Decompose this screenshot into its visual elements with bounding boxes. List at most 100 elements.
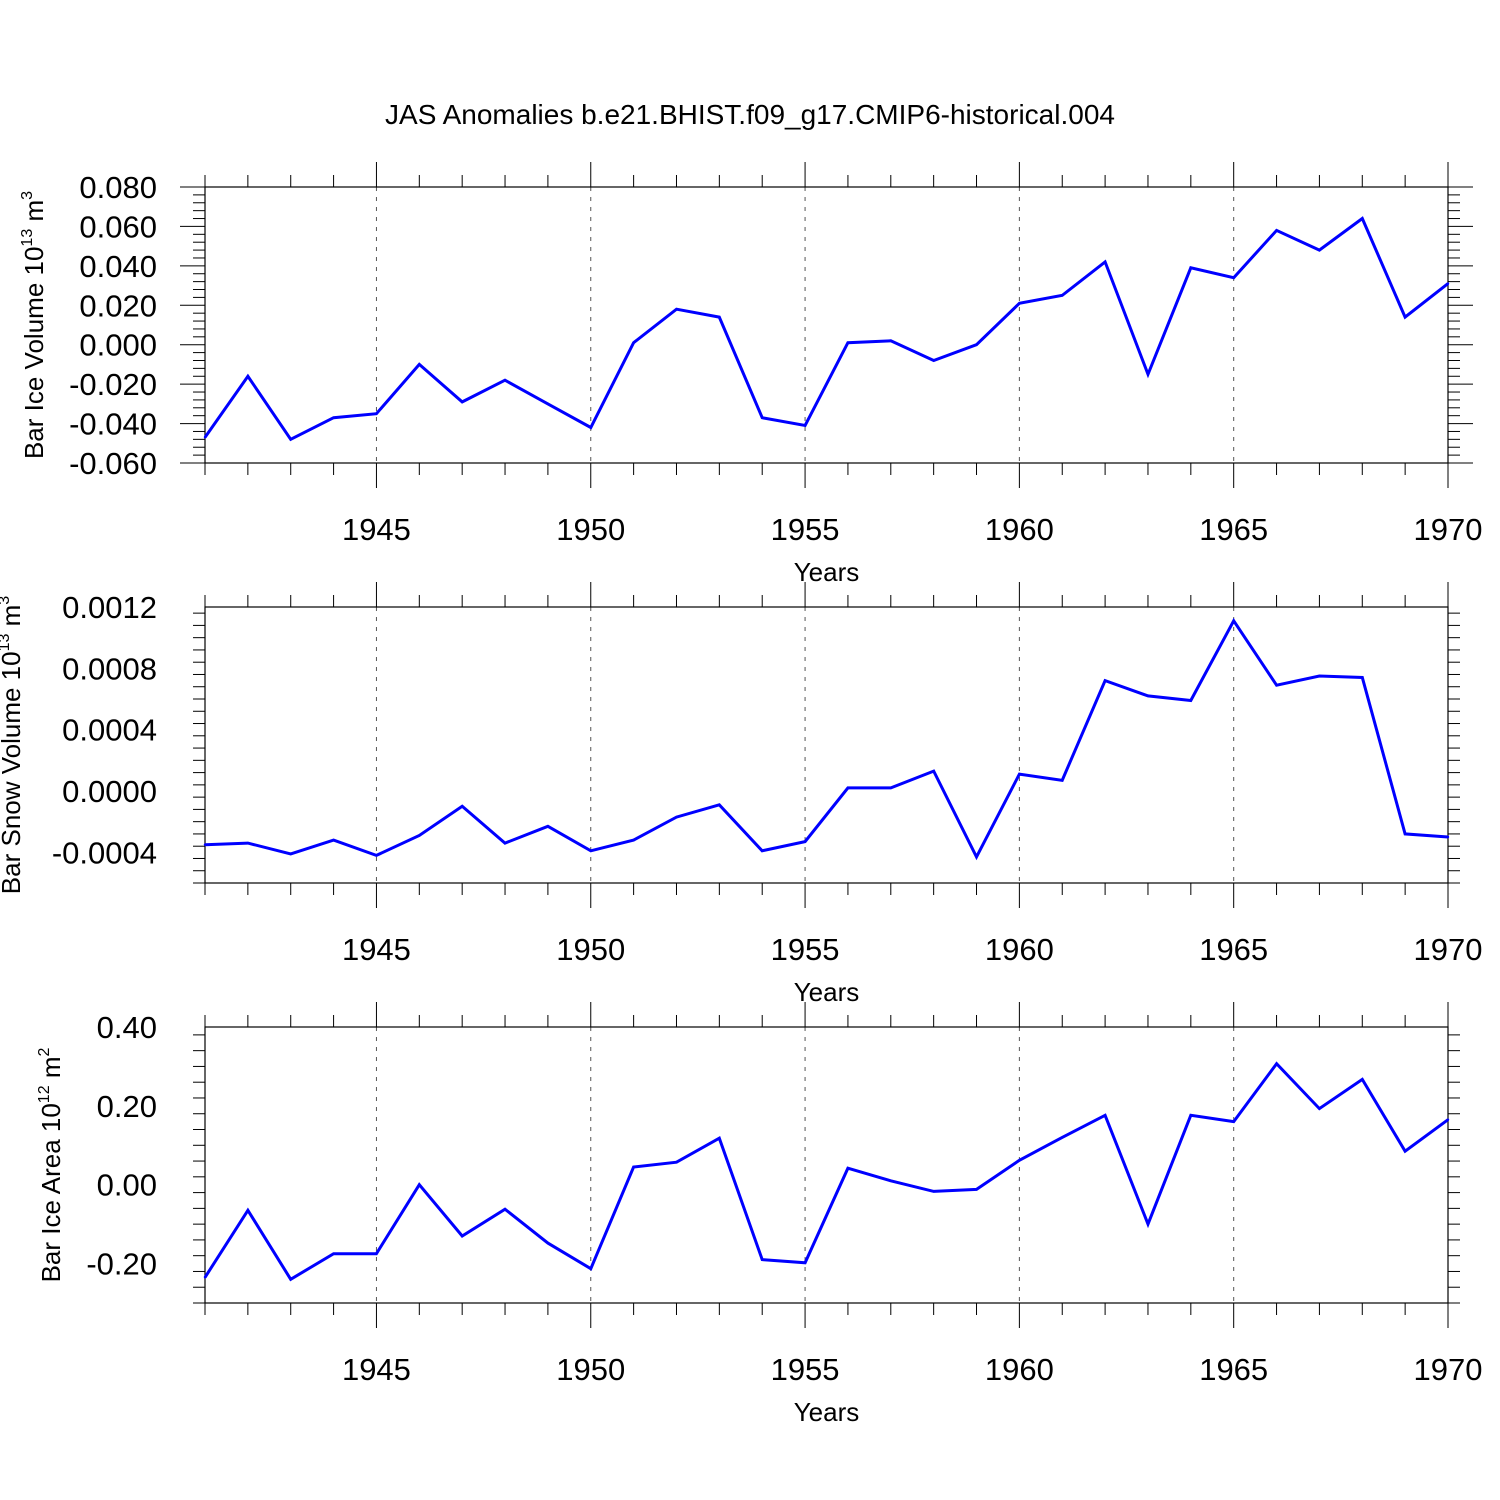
chart-1-data-point-1960 bbox=[1018, 302, 1021, 305]
chart-3-data-point-1961 bbox=[1061, 1136, 1064, 1139]
chart-2-data-point-1968 bbox=[1361, 676, 1364, 679]
chart-3-data-point-1941 bbox=[203, 1276, 207, 1279]
chart-1-data-point-1958 bbox=[932, 359, 935, 362]
chart-1-data-point-1961 bbox=[1061, 294, 1064, 297]
chart-2-data-point-1957 bbox=[889, 786, 892, 790]
chart-3-x-tick-label-3: 1960 bbox=[985, 1352, 1054, 1387]
chart-2-y-tick-label-3: 0.0008 bbox=[62, 651, 157, 686]
chart-3-y-axis-label-base: Bar Ice Area 10 bbox=[36, 1103, 66, 1282]
chart-1-y-axis-label-unit-exponent: 3 bbox=[19, 191, 36, 200]
chart-3-data-point-1942 bbox=[246, 1209, 250, 1212]
chart-3-plot-frame bbox=[204, 1026, 1449, 1304]
chart-2-y-axis-label-exponent: 13 bbox=[0, 633, 13, 651]
chart-1-y-tick-label-0: -0.060 bbox=[69, 446, 157, 481]
chart-3-data-point-1945 bbox=[375, 1252, 378, 1255]
chart-1-y-tick-label-3: 0.000 bbox=[79, 328, 157, 363]
chart-3-y-axis-label-exponent: 12 bbox=[36, 1085, 53, 1103]
chart-1-x-tick-label-3: 1960 bbox=[985, 512, 1054, 547]
chart-3-data-point-1956 bbox=[846, 1166, 850, 1170]
chart-1-data-point-1945 bbox=[375, 412, 378, 415]
chart-2-data-point-1946 bbox=[418, 834, 421, 837]
chart-3-x-tick-label-2: 1955 bbox=[771, 1352, 840, 1387]
chart-3-data-point-1958 bbox=[932, 1190, 935, 1193]
chart-1-data-point-1942 bbox=[246, 375, 250, 378]
chart-1-data-point-1947 bbox=[460, 400, 464, 404]
chart-2-y-tick-label-0: -0.0004 bbox=[52, 835, 157, 870]
chart-1-y-tick-label-6: 0.060 bbox=[79, 209, 157, 244]
chart-3-y-tick-label-3: 0.40 bbox=[97, 1010, 157, 1045]
chart-1-data-point-1951 bbox=[632, 341, 635, 344]
chart-2-x-tick-label-2: 1955 bbox=[771, 932, 840, 967]
chart-3-x-tick-label-4: 1965 bbox=[1199, 1352, 1268, 1387]
chart-2-x-tick-label-5: 1970 bbox=[1414, 932, 1483, 967]
chart-1-y-tick-label-5: 0.040 bbox=[79, 249, 157, 284]
chart-2-x-tick-label-4: 1965 bbox=[1199, 932, 1268, 967]
chart-2-data-point-1964 bbox=[1189, 699, 1193, 702]
chart-2-x-tick-label-3: 1960 bbox=[985, 932, 1054, 967]
chart-2-y-axis-label-unit-exponent: 3 bbox=[0, 596, 13, 605]
chart-1-data-point-1952 bbox=[675, 308, 678, 311]
chart-1-data-point-1956 bbox=[846, 341, 850, 344]
chart-1-data-point-1944 bbox=[332, 416, 335, 419]
chart-3-data-point-1954 bbox=[761, 1258, 764, 1261]
chart-1-data-point-1949 bbox=[546, 402, 550, 406]
chart-3-data-point-1960 bbox=[1018, 1159, 1021, 1162]
chart-1-data-point-1967 bbox=[1318, 248, 1321, 252]
chart-3-y-axis-label: Bar Ice Area 1012 m2 bbox=[36, 1047, 66, 1282]
chart-3-data-point-1965 bbox=[1232, 1120, 1235, 1123]
chart-3-data-point-1962 bbox=[1103, 1114, 1107, 1117]
chart-2-data-point-1952 bbox=[675, 815, 678, 819]
chart-3-y-axis-label-unit-exponent: 2 bbox=[36, 1047, 53, 1056]
chart-3-data-point-1949 bbox=[546, 1241, 550, 1245]
chart-3-data-point-1970 bbox=[1446, 1118, 1450, 1121]
chart-2-data-point-1945 bbox=[375, 854, 378, 857]
chart-2-data-point-1962 bbox=[1103, 679, 1107, 682]
chart-1-y-axis-label-exponent: 13 bbox=[19, 229, 36, 247]
chart-2-data-point-1950 bbox=[589, 849, 592, 852]
chart-3-data-point-1957 bbox=[889, 1179, 892, 1182]
chart-1-x-tick-label-4: 1965 bbox=[1199, 512, 1268, 547]
chart-1-x-axis-label: Years bbox=[794, 557, 860, 587]
chart-3-data-point-1951 bbox=[632, 1165, 635, 1169]
chart-2-data-point-1948 bbox=[503, 841, 507, 845]
chart-3-series-line-1 bbox=[203, 1061, 1449, 1282]
chart-1-data-point-1950 bbox=[589, 426, 592, 429]
chart-3-data-point-1953 bbox=[718, 1136, 721, 1140]
chart-2-data-point-1943 bbox=[289, 852, 292, 856]
chart-2-y-axis-label-base: Bar Snow Volume 10 bbox=[0, 651, 26, 894]
chart-2-data-point-1954 bbox=[761, 849, 764, 852]
chart-2-data-point-1970 bbox=[1446, 835, 1450, 839]
chart-2-data-point-1961 bbox=[1061, 779, 1064, 782]
chart-3-data-point-1955 bbox=[803, 1261, 807, 1264]
chart-1-data-point-1964 bbox=[1189, 266, 1193, 270]
chart-3-data-point-1963 bbox=[1146, 1222, 1150, 1226]
chart-1-series-line-1 bbox=[203, 216, 1449, 442]
chart-1-data-point-1946 bbox=[418, 363, 421, 366]
chart-3-data-point-1967 bbox=[1318, 1107, 1321, 1110]
chart-1-x-tick-label-0: 1945 bbox=[342, 512, 411, 547]
chart-3-data-point-1950 bbox=[589, 1267, 592, 1270]
chart-3-data-point-1943 bbox=[289, 1278, 292, 1281]
chart-1-data-point-1948 bbox=[503, 379, 507, 382]
chart-3-x-tick-label-1: 1950 bbox=[556, 1352, 625, 1387]
chart-1-y-tick-label-2: -0.020 bbox=[69, 367, 157, 402]
chart-1-y-tick-label-4: 0.020 bbox=[79, 288, 157, 323]
chart-1-y-axis-label: Bar Ice Volume 1013 m3 bbox=[19, 191, 49, 459]
chart-1-data-point-1965 bbox=[1232, 276, 1235, 279]
chart-panel-3: -0.20 0.00 0.20 0.40 1945 1950 1955 1960 1965 197… bbox=[36, 1002, 1482, 1427]
chart-3-x-tick-label-0: 1945 bbox=[342, 1352, 411, 1387]
chart-2-data-point-1949 bbox=[546, 825, 550, 828]
chart-2-y-tick-label-4: 0.0012 bbox=[62, 590, 157, 625]
chart-2-data-point-1953 bbox=[718, 803, 721, 806]
chart-3-data-point-1968 bbox=[1361, 1078, 1364, 1081]
chart-2-data-point-1965 bbox=[1232, 619, 1235, 622]
chart-1-data-point-1969 bbox=[1403, 315, 1407, 319]
chart-1-plot-frame bbox=[204, 186, 1449, 464]
chart-3-data-point-1969 bbox=[1403, 1150, 1407, 1153]
chart-1-data-point-1941 bbox=[203, 436, 207, 439]
chart-2-data-point-1944 bbox=[332, 838, 335, 842]
chart-3-x-tick-label-5: 1970 bbox=[1414, 1352, 1483, 1387]
chart-3-data-point-1966 bbox=[1275, 1062, 1278, 1065]
chart-3-data-point-1948 bbox=[503, 1207, 507, 1211]
